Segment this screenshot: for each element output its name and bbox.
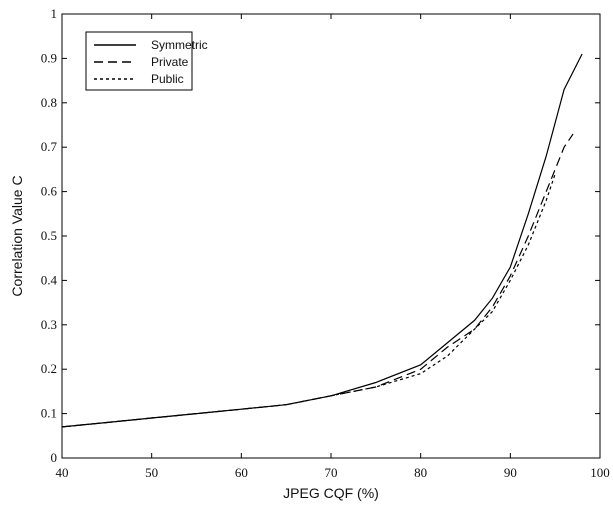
series-line-public	[61, 173, 556, 428]
series-line-private	[61, 133, 574, 428]
series-line-symmetric	[61, 53, 583, 428]
x-axis-title: JPEG CQF (%)	[283, 485, 379, 501]
x-tick-label: 90	[504, 465, 517, 480]
axis-ticks: 40 50 60 70 80 90 100 0 0.1 0.2 0.3 0.4 0.5 0.6 0.7 0.8…	[41, 6, 610, 480]
y-tick-label: 0.4	[41, 272, 58, 287]
y-tick-label: 1	[51, 6, 58, 21]
y-axis-title: Correlation Value C	[9, 175, 25, 296]
y-tick-label: 0.7	[41, 139, 58, 154]
legend: Symmetric Private Public	[85, 31, 208, 91]
y-tick-label: 0.6	[41, 184, 58, 199]
y-tick-label: 0.2	[41, 361, 57, 376]
x-tick-label: 70	[325, 465, 338, 480]
y-tick-label: 0.3	[41, 317, 57, 332]
legend-label-symmetric: Symmetric	[151, 38, 208, 52]
y-tick-label: 0.9	[41, 50, 57, 65]
legend-label-private: Private	[151, 55, 189, 69]
y-tick-label: 0.5	[41, 228, 57, 243]
x-tick-label: 100	[590, 465, 610, 480]
legend-label-public: Public	[151, 72, 184, 86]
x-tick-label: 50	[145, 465, 158, 480]
x-tick-label: 40	[56, 465, 69, 480]
x-tick-label: 60	[235, 465, 248, 480]
legend-box	[85, 31, 193, 91]
series-lines	[61, 53, 583, 428]
y-tick-label: 0.1	[41, 406, 57, 421]
y-tick-label: 0	[51, 450, 58, 465]
x-tick-label: 80	[414, 465, 427, 480]
y-tick-label: 0.8	[41, 95, 57, 110]
